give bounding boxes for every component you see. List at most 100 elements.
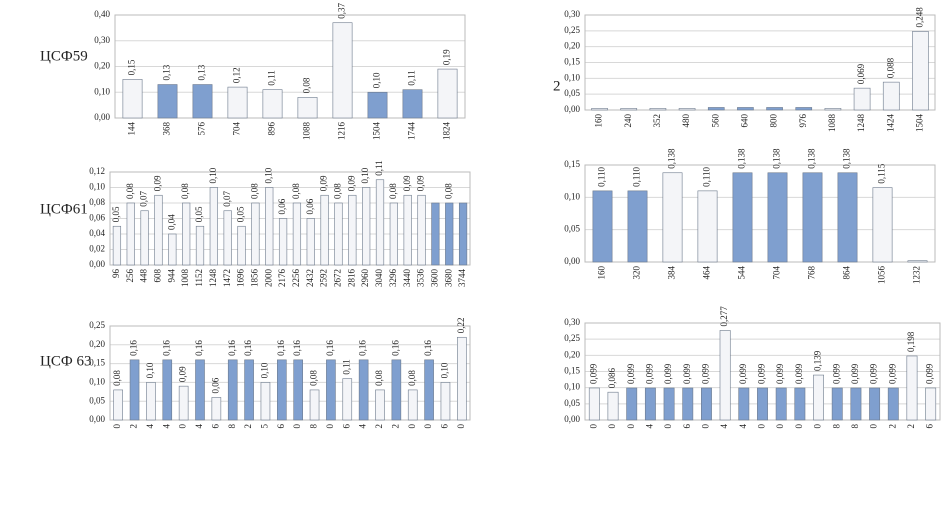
bar [402, 89, 423, 119]
x-tick-label: 4 [644, 424, 654, 429]
y-tick-label: 0,10 [564, 191, 580, 201]
x-tick-label: 2 [906, 424, 916, 429]
y-tick-label: 0,20 [564, 41, 580, 51]
bar [146, 382, 156, 421]
y-tick-label: 0,00 [89, 414, 105, 424]
x-tick-label: 0 [813, 424, 823, 429]
bar [262, 89, 283, 119]
value-label: 0,05 [194, 206, 204, 222]
chart-label: ЦСФ61 [40, 201, 88, 217]
x-tick-label: 976 [798, 114, 808, 128]
value-label: 0,277 [719, 306, 729, 327]
x-tick-label: 2960 [360, 269, 370, 288]
x-tick-label: 0 [869, 424, 879, 429]
value-label: 0,09 [319, 175, 329, 191]
x-tick-label: 160 [594, 114, 604, 128]
value-label: 0,099 [682, 363, 692, 384]
x-tick-label: 1504 [914, 114, 924, 133]
x-tick-label: 256 [125, 269, 135, 283]
value-label: 0,10 [372, 72, 382, 88]
x-tick-label: 768 [807, 266, 817, 280]
bar [157, 84, 178, 119]
value-label: 0,08 [407, 370, 417, 386]
bar [332, 22, 353, 119]
value-label: 0,10 [360, 167, 370, 183]
x-tick-label: 6 [682, 424, 692, 429]
bar [925, 387, 937, 421]
x-tick-label: 0 [407, 424, 417, 429]
value-label: 0,06 [210, 377, 220, 393]
value-label: 0,09 [346, 175, 356, 191]
x-tick-label: 2 [374, 424, 384, 429]
value-label: 0,08 [249, 183, 259, 199]
value-label: 0,16 [243, 340, 253, 356]
y-tick-label: 0,40 [94, 9, 110, 19]
x-tick-label: 944 [166, 269, 176, 283]
x-tick-label: 1248 [208, 269, 218, 288]
y-tick-label: 0,06 [89, 213, 105, 223]
value-label: 0,248 [914, 7, 924, 28]
x-tick-label: 3296 [388, 269, 398, 288]
value-label: 0,06 [277, 198, 287, 214]
x-tick-label: 1248 [856, 114, 866, 133]
value-label: 0,099 [850, 363, 860, 384]
value-label: 0,110 [632, 166, 642, 186]
bar [122, 79, 143, 119]
y-tick-label: 0,10 [564, 72, 580, 82]
x-tick-label: 4 [145, 424, 155, 429]
x-tick-label: 576 [197, 122, 207, 136]
value-label: 0,10 [263, 167, 273, 183]
value-label: 0,19 [442, 49, 452, 65]
plot-frame [114, 14, 466, 119]
bar [627, 190, 648, 263]
y-tick-label: 0,02 [89, 244, 105, 254]
value-label: 0,13 [162, 64, 172, 80]
bar [620, 108, 638, 111]
bar [591, 108, 608, 111]
bar [334, 202, 343, 266]
y-tick-label: 0,05 [564, 224, 580, 234]
value-label: 0,08 [309, 370, 319, 386]
y-tick-label: 0,10 [89, 376, 105, 386]
bar [348, 194, 357, 266]
value-label: 0,08 [125, 183, 135, 199]
y-tick-label: 0,20 [94, 61, 110, 71]
x-tick-label: 144 [127, 122, 137, 136]
bar [850, 387, 862, 421]
bar [912, 31, 929, 111]
bar [162, 359, 173, 421]
value-label: 0,11 [407, 70, 417, 85]
value-label: 0,088 [885, 57, 895, 78]
x-tick-label: 320 [632, 266, 642, 280]
bar [437, 68, 458, 119]
bar [697, 190, 718, 263]
x-tick-label: 1472 [222, 269, 232, 287]
x-tick-label: 3040 [374, 269, 384, 288]
value-label: 0,09 [416, 175, 426, 191]
x-tick-label: 0 [794, 424, 804, 429]
x-tick-label: 0 [588, 424, 598, 429]
x-tick-label: 160 [597, 266, 607, 280]
bar [766, 107, 783, 111]
x-tick-label: 1744 [407, 122, 417, 141]
chart-label: ЦСФ59 [40, 48, 88, 64]
bar [440, 382, 451, 421]
value-label: 0,16 [325, 340, 335, 356]
bar [445, 202, 454, 266]
bar [251, 202, 260, 266]
x-tick-label: 368 [162, 122, 172, 136]
value-label: 0,13 [197, 64, 207, 80]
chart-label: ЦСФ 63 [40, 353, 91, 369]
bar [195, 225, 205, 266]
x-tick-label: 1088 [302, 122, 312, 141]
x-tick-label: 4 [719, 424, 729, 429]
x-tick-label: 6 [925, 424, 935, 429]
bar [237, 225, 246, 266]
x-tick-label: 2176 [277, 269, 287, 288]
bar [140, 210, 149, 266]
x-tick-label: 0 [292, 424, 302, 429]
value-label: 0,08 [180, 183, 190, 199]
value-label: 0,09 [153, 175, 163, 191]
x-tick-label: 896 [267, 122, 277, 136]
value-label: 0,07 [222, 191, 232, 207]
